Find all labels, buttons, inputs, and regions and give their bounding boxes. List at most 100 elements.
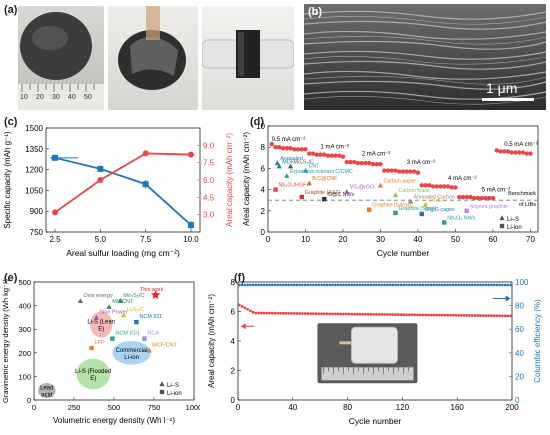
energy-point-label: This work xyxy=(140,287,164,293)
capacity-point xyxy=(405,313,408,317)
energy-point-label: NCM (Gr) xyxy=(115,331,139,337)
data-point-areal xyxy=(97,177,104,183)
capacity-point xyxy=(498,314,502,318)
ytick-label-left: 750 xyxy=(30,228,44,237)
capacity-point xyxy=(254,311,258,315)
data-point-specific xyxy=(187,222,194,229)
capacity-point xyxy=(353,312,356,316)
efficiency-point xyxy=(432,283,436,287)
panel-label-e: (e) xyxy=(4,272,18,284)
plot-frame xyxy=(45,127,201,233)
rate-label: 0.5 mA cm⁻² xyxy=(504,142,538,148)
efficiency-point xyxy=(383,283,386,287)
region-label: E) xyxy=(98,326,104,332)
ytick-label-left: 8 xyxy=(231,278,236,287)
photo-electrode-disk: 10 20 30 40 50 xyxy=(18,6,104,110)
plot-frame xyxy=(267,125,539,233)
panel-b: 1 μm (b) xyxy=(300,0,550,112)
panel-a: (a) 10 20 30 40 50 xyxy=(0,0,300,112)
region-ellipse xyxy=(38,383,56,399)
region-label: Li-S (Lean xyxy=(87,319,115,325)
capacity-point xyxy=(437,313,441,317)
efficiency-point xyxy=(262,283,266,287)
capacity-point xyxy=(454,313,458,317)
pouch-tab-icon xyxy=(339,341,352,345)
energy-point-label: Sion Power xyxy=(99,309,127,315)
ruler-tick: 40 xyxy=(68,94,76,101)
efficiency-point xyxy=(295,283,299,287)
capacity-point xyxy=(314,312,318,316)
ruler-tick: 20 xyxy=(36,94,44,101)
energy-point xyxy=(110,336,115,341)
efficiency-point xyxy=(279,283,282,287)
cycle-point xyxy=(475,195,481,201)
capacity-point xyxy=(473,314,477,317)
capacity-point xyxy=(446,313,450,317)
capacity-point xyxy=(290,311,293,315)
energy-point-label: NCA xyxy=(147,331,159,337)
reference-label: Mo₂S₂/C xyxy=(294,159,314,165)
capacity-point xyxy=(484,314,488,318)
capacity-point xyxy=(347,312,351,316)
cycle-point xyxy=(427,183,432,188)
reference-marker xyxy=(274,160,280,166)
capacity-point xyxy=(470,314,474,317)
cycle-point xyxy=(408,169,413,174)
efficiency-point xyxy=(328,283,332,287)
capacity-point xyxy=(276,311,280,315)
ytick-label-right: 80 xyxy=(515,302,524,311)
efficiency-point xyxy=(336,283,340,287)
capacity-point xyxy=(372,312,376,316)
xtick-label: 0 xyxy=(32,403,36,412)
efficiency-point xyxy=(364,283,367,287)
energy-point-label: Li₂S₆/C xyxy=(127,307,145,313)
efficiency-point xyxy=(440,283,444,287)
capacity-point xyxy=(295,312,299,315)
xtick-label: 10 xyxy=(301,235,310,244)
legend-marker xyxy=(159,381,165,387)
ytick-label-left: 1500 xyxy=(25,124,43,133)
capacity-point xyxy=(270,311,274,315)
benchmark-label-line2: of LIBs xyxy=(519,202,536,208)
y-axis-label-left: Specific capacity (mAh g⁻¹) xyxy=(3,131,12,228)
reference-label: Nb₂O₅ NWs xyxy=(447,215,475,221)
ytick-label: 6 xyxy=(261,164,266,173)
capacity-point xyxy=(490,314,493,318)
capacity-point xyxy=(468,314,471,317)
cycle-point xyxy=(269,141,274,147)
cycle-point xyxy=(397,169,402,174)
panel-d: (d) 0 2 4 6 8 10 0 10 20 30 40 50 60 70 Cycle number Ar… xyxy=(240,114,550,264)
scale-bar-label: 1 μm xyxy=(486,80,518,96)
capacity-point xyxy=(487,314,491,318)
cycle-point xyxy=(389,168,394,173)
efficiency-point xyxy=(292,283,296,287)
efficiency-point xyxy=(481,283,485,287)
reference-marker xyxy=(442,220,447,225)
cycle-point xyxy=(498,149,503,154)
efficiency-point xyxy=(323,283,326,287)
photo-electrode-rolled xyxy=(202,6,294,110)
capacity-point xyxy=(416,313,419,317)
xtick-label: 20 xyxy=(339,235,348,244)
efficiency-point xyxy=(375,283,378,287)
xtick-label: 7.5 xyxy=(140,235,152,244)
energy-point xyxy=(93,314,99,320)
efficiency-point xyxy=(270,283,274,287)
efficiency-point xyxy=(501,283,504,287)
cycle-point xyxy=(483,195,488,201)
capacity-point xyxy=(481,314,485,317)
reference-label: Co₃S₄ xyxy=(429,197,444,203)
efficiency-point xyxy=(454,283,458,287)
ytick-label-right: 4.5 xyxy=(203,193,215,202)
efficiency-point xyxy=(418,283,422,287)
series-areal-capacity-line xyxy=(54,152,191,214)
efficiency-point xyxy=(394,283,397,287)
reference-label: Aligned graphite xyxy=(470,204,508,210)
capacity-point xyxy=(424,313,428,317)
reference-label: CNT xyxy=(309,164,321,170)
capacity-point xyxy=(339,312,343,316)
cycle-point xyxy=(528,151,533,156)
ruler-tick: 10 xyxy=(20,94,28,101)
capacity-point xyxy=(364,312,367,316)
